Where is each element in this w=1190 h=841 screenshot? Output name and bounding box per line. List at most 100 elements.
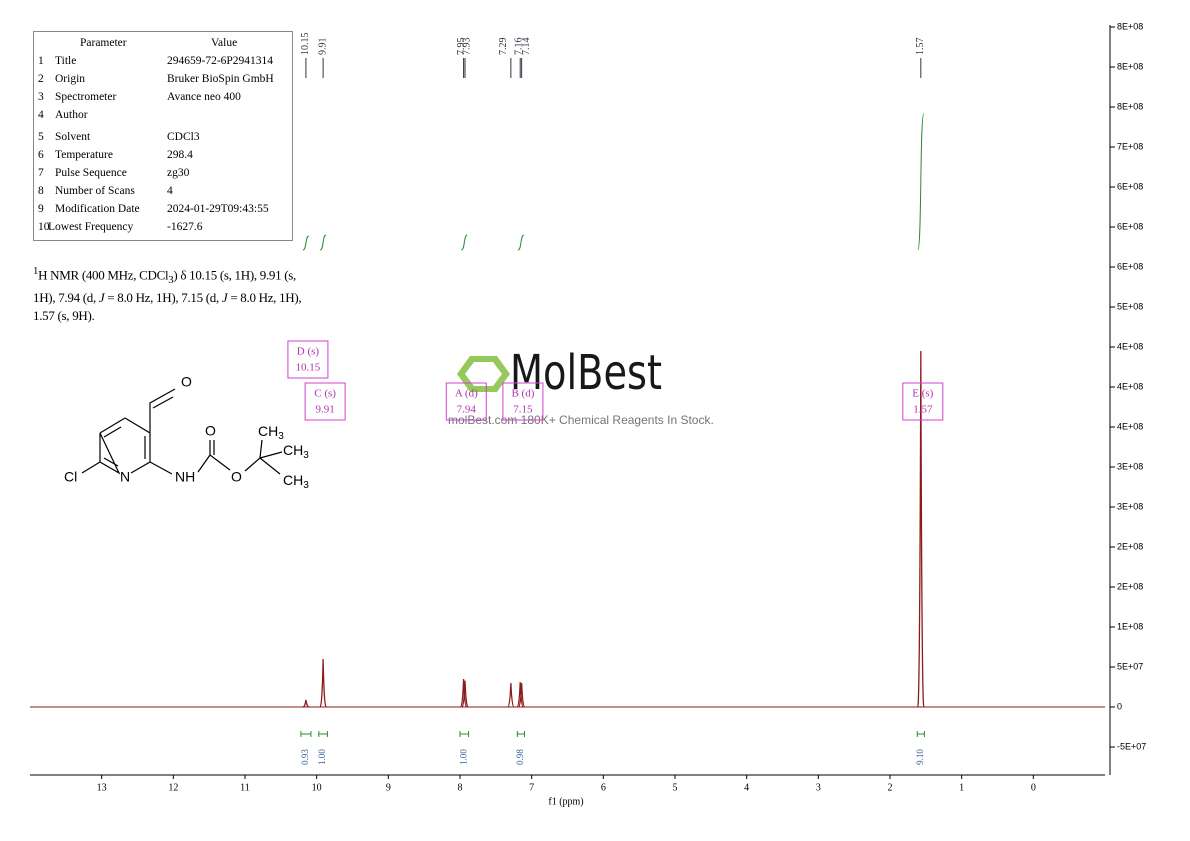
atom: N	[120, 469, 130, 485]
atom: O	[231, 469, 242, 485]
table-cell: Pulse Sequence	[55, 167, 127, 179]
y-tick-label: -5E+07	[1117, 741, 1146, 751]
multiplet-box	[287, 340, 329, 379]
multiplet-label: E (s)	[912, 388, 933, 400]
bonds	[81, 388, 283, 475]
table-cell: Spectrometer	[55, 91, 117, 103]
peak	[517, 682, 526, 708]
atom-labels: O O Cl N NH O CH3 CH3 CH3	[64, 374, 309, 491]
y-tick-label: 8E+08	[1117, 101, 1143, 111]
y-tick-label: 4E+08	[1117, 381, 1143, 391]
peak-label: 7.93	[461, 38, 472, 56]
peak-label: 10.15	[300, 33, 311, 56]
table-cell: Bruker BioSpin GmbH	[167, 73, 274, 85]
y-tick-label: 5E+08	[1117, 301, 1143, 311]
watermark: MolBest molBest.com 180K+ Chemical Reage…	[448, 345, 714, 427]
atom: O	[181, 374, 192, 390]
table-cell: 6	[38, 149, 44, 161]
y-tick-label: 8E+08	[1117, 21, 1143, 31]
x-tick-label: 5	[673, 782, 678, 793]
y-tick-label: 2E+08	[1117, 581, 1143, 591]
table-cell: Lowest Frequency	[48, 221, 134, 233]
integral-bracket	[318, 731, 328, 737]
molecule	[81, 388, 283, 475]
y-tick-label: 6E+08	[1117, 221, 1143, 231]
peak	[461, 680, 469, 708]
atom: CH3	[283, 472, 309, 491]
peak	[917, 350, 925, 708]
atom-sub: 3	[303, 450, 309, 461]
atom-sub: 3	[278, 431, 284, 442]
integral-label: 1.00	[458, 749, 468, 765]
x-tick-label: 6	[601, 782, 606, 793]
integral-bracket	[516, 731, 525, 737]
table-cell: 9	[38, 203, 44, 215]
ring	[99, 417, 151, 475]
atom: NH	[175, 469, 195, 485]
x-tick-label: 7	[529, 782, 534, 793]
table-cell: 2024-01-29T09:43:55	[167, 203, 269, 215]
multiplet-box	[304, 382, 346, 421]
x-tick-label: 11	[240, 782, 250, 793]
table-cell: Author	[55, 109, 88, 121]
table-header: Parameter	[80, 37, 127, 49]
tagline: molBest.com 180K+ Chemical Reagents In S…	[448, 413, 714, 427]
integral-curve	[917, 113, 925, 251]
multiplet-label: A (d)	[455, 388, 478, 400]
peak-label: 7.29	[498, 38, 509, 56]
table-cell: 298.4	[167, 149, 193, 161]
atom-sub: 3	[303, 480, 309, 491]
peak	[516, 682, 524, 708]
integral-bracket	[916, 731, 925, 737]
y-tick-label: 6E+08	[1117, 261, 1143, 271]
desc-text: = 8.0 Hz, 1H), 7.15 (d,	[104, 289, 222, 305]
x-tick-label: 8	[458, 782, 463, 793]
integral-label: 0.98	[515, 749, 525, 765]
table-cell: 4	[167, 185, 173, 197]
y-tick-label: 6E+08	[1117, 181, 1143, 191]
x-tick-label: 3	[816, 782, 821, 793]
integral-label: 9.10	[915, 749, 925, 765]
atom: Cl	[64, 469, 77, 485]
multiplet-shift: 9.91	[315, 404, 334, 416]
desc-italic: J	[98, 289, 105, 305]
multiplet-box	[502, 382, 544, 421]
brand: MolBest	[510, 345, 662, 401]
table-cell: 7	[38, 167, 44, 179]
table-cell: 2	[38, 73, 44, 85]
integral-curve	[302, 235, 310, 251]
table-cell: 1	[38, 55, 44, 67]
x-tick-label: 13	[97, 782, 107, 793]
x-tick-label: 0	[1031, 782, 1036, 793]
peak-label: 7.16	[513, 38, 524, 56]
x-tick-label: 1	[959, 782, 964, 793]
atom: CH	[283, 442, 303, 458]
integral-curve	[517, 234, 525, 251]
integral-label: 0.93	[300, 749, 310, 765]
desc-sub: 3	[168, 273, 174, 286]
integral-bracket	[459, 731, 470, 737]
peak	[507, 682, 515, 708]
desc-text: H NMR (400 MHz, CDCl	[38, 267, 169, 283]
multiplet-label: D (s)	[297, 346, 320, 358]
desc-text: ) δ 10.15 (s, 1H), 9.91 (s, 1H), 7.94 (d…	[33, 267, 297, 305]
multiplet-label: C (s)	[314, 388, 336, 400]
y-tick-label: 4E+08	[1117, 421, 1143, 431]
table-cell: Solvent	[55, 131, 91, 143]
description: 1H NMR (400 MHz, CDCl3) δ 10.15 (s, 1H),…	[33, 262, 308, 325]
y-tick-label: 0	[1117, 701, 1122, 711]
atom: CH	[283, 472, 303, 488]
y-tick-label: 8E+08	[1117, 61, 1143, 71]
peak	[302, 699, 310, 708]
peak	[319, 658, 327, 708]
x-axis-label: f1 (ppm)	[548, 796, 583, 807]
multiplet-shift: 7.15	[513, 404, 533, 416]
multiplet-box	[445, 382, 487, 421]
table-cell: Number of Scans	[55, 185, 135, 197]
y-tick-label: 3E+08	[1117, 501, 1143, 511]
x-tick-label: 9	[386, 782, 391, 793]
table-cell: 4	[38, 109, 44, 121]
x-tick-label: 10	[312, 782, 322, 793]
atom: O	[205, 423, 216, 439]
